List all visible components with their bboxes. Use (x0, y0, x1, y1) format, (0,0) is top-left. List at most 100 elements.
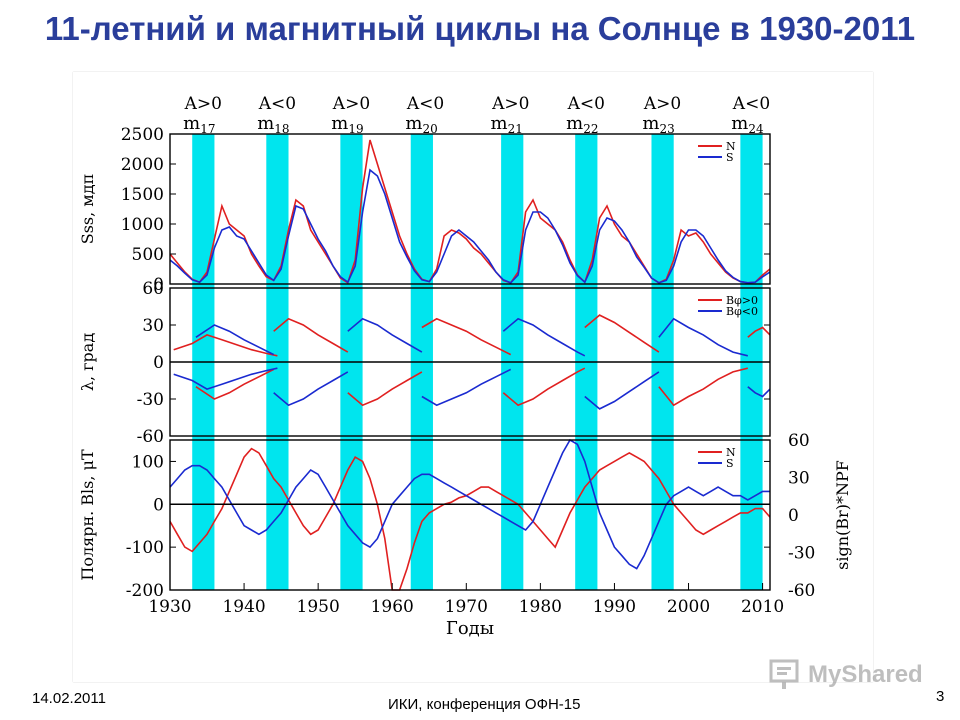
cycle-subscript-3: 20 (422, 122, 437, 136)
panel-2-ylabel: Полярн. Bls, μT (78, 449, 97, 581)
panel-1-ytick-label-4: 60 (142, 279, 164, 299)
cycle-subscript-5: 22 (583, 122, 598, 136)
panel-1-series-B0-line-5 (502, 317, 586, 357)
polarity-label-5: A<0 (567, 94, 605, 114)
chart-figure: A>0 m17 A<0 m18 A>0 m19 A<0 m20 A>0 m21 A<0 m22 A>0 m… (73, 72, 873, 682)
footer-conference: ИКИ, конференция ОФН-15 (388, 696, 581, 713)
footer-date: 14.02.2011 (32, 690, 106, 707)
panel-2-y2tick-label-1: -30 (788, 544, 815, 564)
panel-1-series-B0-line-0 (173, 367, 278, 390)
panel-2-ytick-label-1: -100 (126, 538, 164, 558)
panel-2-y2label: sign(Br)*NPF (833, 460, 852, 570)
xtick-label-5: 1980 (519, 597, 562, 617)
panel-0: 0 500 1000 1500 2000 2500 Sss, мдп NS (78, 125, 771, 295)
panel-2-legend-label-1: S (726, 457, 734, 470)
panel-1-series-B0-line-4 (421, 368, 512, 407)
panel-1-ytick-label-1: -30 (137, 390, 164, 410)
panel-2-frame (169, 439, 771, 591)
cycle-subscript-7: 24 (748, 122, 764, 136)
panel-1-series-B0-line-2 (273, 317, 349, 353)
xtick-label-8: 2010 (741, 597, 784, 617)
panel-2: -200 -100 0 100 Полярн. Bls, μT -60 -30 0 30 60 si… (78, 431, 852, 601)
cycle-subscript-1: 18 (274, 122, 289, 136)
panel-2-y2tick-label-4: 60 (788, 431, 810, 451)
panel-1-series-B0-line-3 (347, 317, 423, 353)
cycle-label-5: m22 (566, 113, 598, 136)
polarity-label-2: A>0 (332, 94, 370, 114)
page-number: 3 (936, 688, 945, 705)
xtick-label-0: 1930 (148, 597, 191, 617)
panel-1-legend-label-1: Bφ<0 (726, 305, 758, 318)
panel-1-series-B0-line-7 (658, 367, 748, 407)
cycle-label-7: m24 (731, 113, 764, 136)
panel-2-ytick-label-3: 100 (132, 452, 164, 472)
polarity-label-0: A>0 (184, 94, 222, 114)
panel-2-series-S-line-0 (169, 438, 770, 570)
xtick-label-7: 2000 (667, 597, 710, 617)
panel-1-series-B0-line-1 (195, 368, 275, 400)
panel-0-frame (169, 133, 771, 285)
panel-0-ytick-label-5: 2500 (121, 125, 164, 145)
panel-2-y2tick-label-0: -60 (788, 581, 815, 601)
cycle-label-0: m17 (183, 113, 215, 136)
panel-0-legend-label-0: N (726, 140, 736, 153)
xtick-label-6: 1990 (593, 597, 636, 617)
panel-0-ytick-label-0: 0 (153, 275, 164, 295)
panel-1: -60 -30 0 30 60 λ, град Bφ>0Bφ<0 (78, 279, 771, 447)
panel-0-ytick-label-4: 2000 (121, 155, 164, 175)
panel-1-series-B0-line-7 (658, 317, 748, 357)
panel-2-series-N-line-0 (169, 447, 771, 591)
cycle-subscript-4: 21 (508, 122, 523, 136)
cycle-subscript-2: 19 (348, 122, 363, 136)
panel-2-ytick-label-0: -200 (126, 581, 164, 601)
cycle-subscript-6: 23 (659, 122, 674, 136)
panel-1-legend-label-0: Bφ>0 (726, 294, 758, 307)
slide-title: 11-летний и магнитный циклы на Солнце в … (44, 10, 916, 47)
cycle-label-2: m19 (331, 113, 363, 136)
panel-1-series-B0-line-1 (195, 324, 275, 356)
polarity-label-3: A<0 (406, 94, 444, 114)
panel-1-series-B0-line-4 (421, 317, 512, 356)
polarity-label-1: A<0 (258, 94, 296, 114)
watermark-text: MyShared (808, 661, 923, 688)
panel-1-series-B0-line-3 (347, 371, 423, 407)
panel-1-series-B0-line-5 (502, 367, 586, 407)
xtick-label-4: 1970 (445, 597, 488, 617)
polarity-label-7: A<0 (732, 94, 770, 114)
cycle-subscript-0: 17 (200, 122, 215, 136)
xtick-label-2: 1950 (297, 597, 340, 617)
panel-0-legend-label-1: S (726, 151, 734, 164)
panel-2-legend-label-0: N (726, 446, 736, 459)
cycle-label-3: m20 (405, 113, 437, 136)
panel-2-y2tick-label-3: 30 (788, 469, 810, 489)
panel-2-ytick-label-2: 0 (153, 495, 164, 515)
panel-1-series-B0-line-6 (584, 371, 660, 410)
panel-0-ytick-label-1: 500 (132, 245, 164, 265)
watermark-logo: MyShared (768, 657, 928, 693)
panel-1-ytick-label-3: 30 (142, 316, 164, 336)
panel-1-ylabel: λ, град (78, 333, 97, 391)
panel-1-ytick-label-2: 0 (153, 353, 164, 373)
panel-0-ytick-label-2: 1000 (121, 215, 164, 235)
polarity-label-6: A>0 (643, 94, 681, 114)
xtick-label-1: 1940 (222, 597, 265, 617)
panel-0-series-N-line-0 (169, 139, 771, 285)
panel-2-y2tick-label-2: 0 (788, 506, 799, 526)
panel-1-series-B0-line-8 (747, 326, 771, 338)
presentation-icon (769, 659, 799, 689)
panel-1-ytick-label-0: -60 (137, 427, 164, 447)
x-axis-label: Годы (446, 618, 494, 639)
cycle-label-6: m23 (642, 113, 674, 136)
panel-0-ylabel: Sss, мдп (78, 174, 97, 245)
panel-0-series-S-line-0 (169, 168, 771, 284)
cycle-label-1: m18 (257, 113, 289, 136)
panel-1-series-B0-line-8 (747, 386, 771, 398)
panel-1-series-B0-line-6 (584, 314, 660, 353)
solar-cycles-chart: A>0m17A<0m18A>0m19A<0m20A>0m21A<0m22A>0m… (78, 94, 852, 639)
polarity-label-4: A>0 (491, 94, 529, 114)
cycle-label-4: m21 (491, 113, 523, 136)
xtick-label-3: 1960 (371, 597, 414, 617)
panel-1-series-B0-line-2 (273, 371, 349, 407)
panel-0-ytick-label-3: 1500 (121, 185, 164, 205)
panel-1-series-B0-line-0 (173, 334, 278, 357)
